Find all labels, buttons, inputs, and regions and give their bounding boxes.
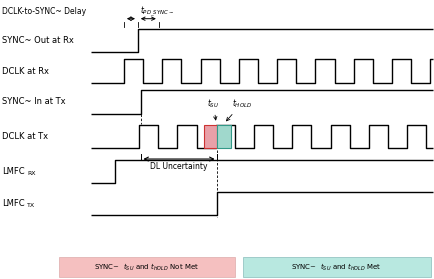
Text: SYNC~ Out at Rx: SYNC~ Out at Rx <box>2 36 74 45</box>
Text: SYNC~  $t_{SU}$ and $t_{HOLD}$ Not Met: SYNC~ $t_{SU}$ and $t_{HOLD}$ Not Met <box>94 262 199 273</box>
Text: DCLK at Rx: DCLK at Rx <box>2 67 49 76</box>
Text: LMFC: LMFC <box>2 167 25 176</box>
Text: DCLK-to-SYNC~ Delay: DCLK-to-SYNC~ Delay <box>2 8 86 16</box>
Text: $t_{HOLD}$: $t_{HOLD}$ <box>226 97 251 121</box>
Text: $t_{PD\_SYNC\sim}$: $t_{PD\_SYNC\sim}$ <box>140 5 174 19</box>
Text: TX: TX <box>27 203 35 208</box>
Text: SYNC~  $t_{SU}$ and $t_{HOLD}$ Met: SYNC~ $t_{SU}$ and $t_{HOLD}$ Met <box>291 262 381 273</box>
Bar <box>217 125 230 148</box>
FancyBboxPatch shape <box>59 257 234 277</box>
FancyBboxPatch shape <box>242 257 430 277</box>
Text: RX: RX <box>27 171 36 176</box>
Text: SYNC~ In at Tx: SYNC~ In at Tx <box>2 97 66 106</box>
Text: $t_{SU}$: $t_{SU}$ <box>207 97 219 120</box>
Text: DCLK at Tx: DCLK at Tx <box>2 132 48 141</box>
Bar <box>204 125 217 148</box>
Text: LMFC: LMFC <box>2 199 25 208</box>
Text: DL Uncertainty: DL Uncertainty <box>150 162 207 171</box>
